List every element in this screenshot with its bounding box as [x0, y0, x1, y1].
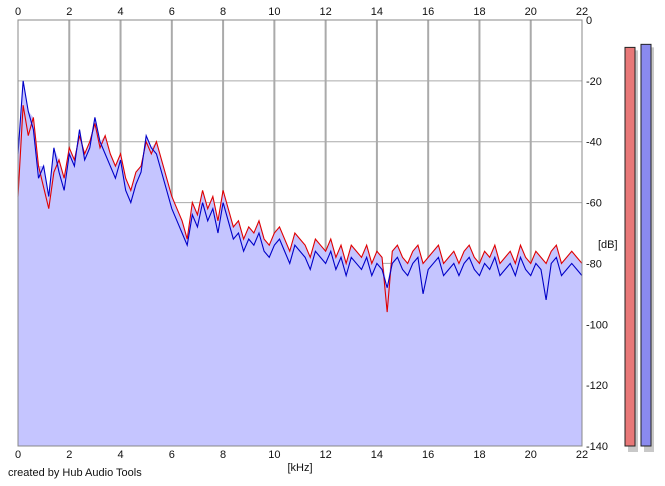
x-tick-label-bottom: 8 — [220, 449, 226, 461]
x-tick-label-bottom: 14 — [371, 449, 383, 461]
level-meter-right — [640, 43, 652, 447]
spectrum-fill-area — [18, 80, 582, 446]
x-tick-label-bottom: 18 — [473, 449, 485, 461]
y-tick-label: -20 — [586, 76, 602, 88]
credit-text: created by Hub Audio Tools — [8, 467, 142, 479]
y-tick-label: 0 — [586, 15, 592, 27]
x-tick-label-bottom: 0 — [15, 449, 21, 461]
x-tick-label-bottom: 2 — [66, 449, 72, 461]
tick-labels: 002244668810101212141416161818202022220-… — [15, 6, 608, 461]
plot-frame — [17, 19, 583, 447]
series-line-right — [17, 80, 583, 301]
series-layer — [17, 80, 583, 313]
x-tick-label-top: 20 — [525, 6, 537, 18]
x-tick-label-top: 8 — [220, 6, 226, 18]
x-tick-label-bottom: 12 — [320, 449, 332, 461]
level-meters — [624, 43, 654, 453]
x-tick-label-top: 2 — [66, 6, 72, 18]
y-tick-label: -40 — [586, 137, 602, 149]
x-tick-label-top: 12 — [320, 6, 332, 18]
level-meter-left — [624, 46, 636, 447]
y-tick-label: -80 — [586, 258, 602, 270]
y-tick-label: -100 — [586, 319, 608, 331]
x-tick-label-bottom: 4 — [117, 449, 123, 461]
y-axis-label: [dB] — [598, 239, 618, 251]
x-tick-label-top: 22 — [576, 6, 588, 18]
y-tick-label: -60 — [586, 198, 602, 210]
x-tick-label-top: 6 — [169, 6, 175, 18]
x-tick-label-top: 18 — [473, 6, 485, 18]
y-tick-label: -120 — [586, 380, 608, 392]
x-tick-label-bottom: 22 — [576, 449, 588, 461]
x-tick-label-top: 0 — [15, 6, 21, 18]
x-tick-label-top: 10 — [268, 6, 280, 18]
x-tick-label-bottom: 16 — [422, 449, 434, 461]
y-tick-label: -140 — [586, 441, 608, 453]
x-tick-label-top: 16 — [422, 6, 434, 18]
series-line-left — [17, 105, 583, 313]
x-tick-label-bottom: 10 — [268, 449, 280, 461]
x-tick-label-bottom: 6 — [169, 449, 175, 461]
x-tick-label-top: 4 — [117, 6, 123, 18]
x-axis-label: [kHz] — [287, 462, 312, 474]
spectrum-fill — [18, 80, 582, 446]
x-tick-label-bottom: 20 — [525, 449, 537, 461]
x-tick-label-top: 14 — [371, 6, 383, 18]
